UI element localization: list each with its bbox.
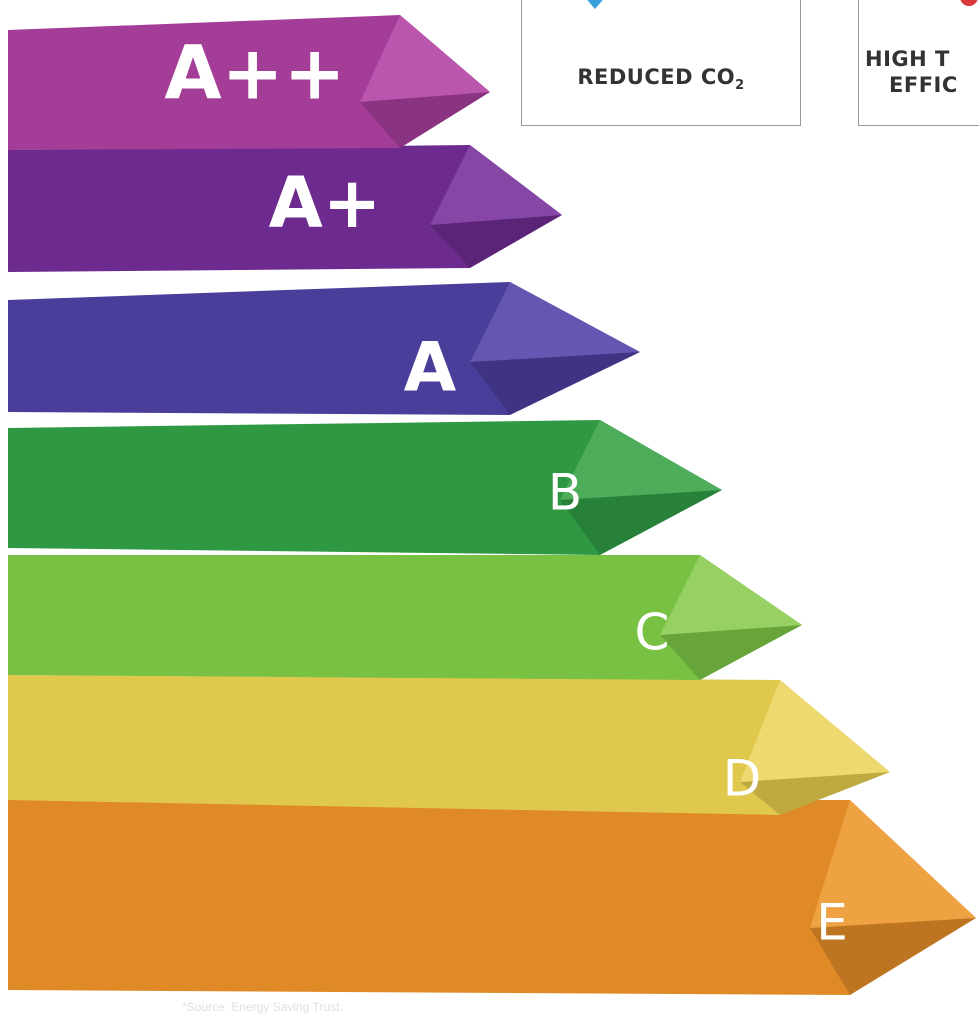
card-title: REDUCED CO2 (522, 65, 800, 93)
subscript: 2 (735, 78, 745, 93)
footnote: *Source: Energy Saving Trust. (182, 1000, 343, 1014)
page: E D C B A A+ A++ REDUCED CO2 HIGH T EFFIC *Sou… (0, 0, 979, 1022)
rating-label: D (723, 750, 762, 808)
rating-label: A+ (269, 162, 382, 244)
benefit-card: HIGH T EFFIC (858, 0, 979, 126)
card-text: EFFIC (889, 73, 958, 97)
rating-label: E (816, 894, 848, 952)
rating-label: B (548, 464, 582, 522)
icon (959, 0, 979, 11)
icon (580, 0, 610, 15)
rating-label: A++ (164, 31, 345, 117)
rating-label: A (404, 329, 457, 408)
rating-label: C (635, 604, 670, 662)
card-text: REDUCED CO (577, 65, 735, 89)
card-text: HIGH T (865, 47, 950, 71)
energy-arrows: E D C B A A+ A++ (0, 0, 979, 1022)
benefit-card: REDUCED CO2 (521, 0, 801, 126)
